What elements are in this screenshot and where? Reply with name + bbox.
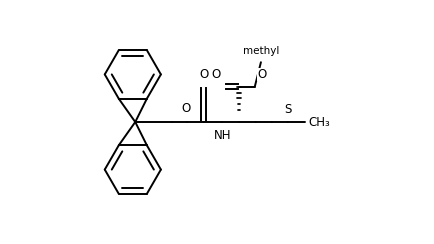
Text: CH₃: CH₃ bbox=[309, 115, 330, 129]
Text: S: S bbox=[284, 103, 292, 116]
Text: O: O bbox=[199, 68, 208, 81]
Text: methyl: methyl bbox=[243, 46, 279, 56]
Text: O: O bbox=[182, 102, 191, 115]
Text: O: O bbox=[257, 68, 266, 81]
Text: NH: NH bbox=[214, 129, 232, 142]
Text: O: O bbox=[211, 68, 220, 81]
